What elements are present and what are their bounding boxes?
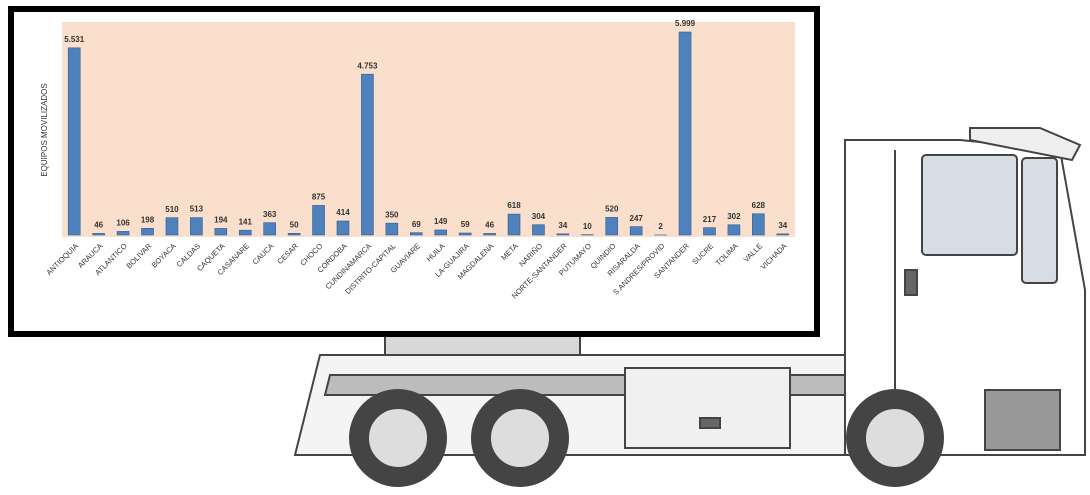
value-label: 247 [630, 214, 644, 223]
value-label: 149 [434, 217, 448, 226]
value-label: 34 [778, 221, 787, 230]
value-label: 141 [239, 217, 253, 226]
value-label: 628 [752, 201, 766, 210]
value-label: 350 [385, 210, 399, 219]
bar [409, 232, 423, 236]
value-label: 194 [214, 216, 228, 225]
bar [190, 217, 203, 236]
value-label: 4.753 [357, 61, 378, 70]
bar [458, 232, 472, 236]
value-label: 363 [263, 210, 277, 219]
value-label: 304 [532, 212, 546, 221]
door-handle [904, 269, 918, 296]
side-window [1021, 157, 1058, 284]
toolbox [624, 367, 791, 449]
value-label: 513 [190, 205, 204, 214]
bar [703, 227, 716, 236]
bar [116, 231, 130, 236]
bar [532, 224, 545, 236]
bar [92, 233, 105, 236]
value-label: 414 [336, 208, 350, 217]
value-label: 302 [727, 212, 741, 221]
value-label: 217 [703, 215, 717, 224]
value-label: 46 [485, 221, 494, 230]
bar [776, 233, 790, 236]
value-label: 10 [583, 222, 592, 231]
value-label: 875 [312, 193, 326, 202]
bar [165, 217, 179, 236]
bar [556, 233, 570, 236]
cab-window [921, 154, 1018, 256]
value-label: 59 [461, 220, 470, 229]
bar [678, 31, 692, 236]
bar [361, 73, 374, 236]
bar [336, 220, 350, 236]
value-label: 69 [412, 220, 421, 229]
bar [507, 213, 521, 236]
bar [752, 213, 765, 236]
plot-area [62, 22, 795, 237]
value-label: 510 [165, 205, 179, 214]
bar [483, 233, 496, 236]
value-label: 2 [658, 222, 663, 231]
toolbox-handle [699, 417, 721, 429]
value-label: 46 [94, 221, 103, 230]
step [984, 389, 1061, 451]
value-label: 50 [290, 220, 299, 229]
hub [864, 407, 926, 469]
truck [293, 127, 1086, 487]
value-label: 34 [558, 221, 567, 230]
bar [263, 222, 276, 236]
bar [238, 229, 252, 236]
bar [312, 205, 325, 236]
hub [489, 407, 551, 469]
y-axis-label: EQUIPOS MOVILIZADOS [40, 83, 49, 176]
value-label: 618 [507, 201, 521, 210]
bar [434, 229, 448, 236]
value-label: 106 [116, 219, 130, 228]
hub [367, 407, 429, 469]
bar [385, 222, 399, 236]
value-label: 5.531 [64, 35, 85, 44]
bar [141, 227, 154, 236]
value-label: 5.999 [675, 19, 696, 28]
value-label: 198 [141, 215, 155, 224]
bar [67, 47, 81, 236]
bar [287, 233, 301, 236]
bar [214, 228, 228, 236]
bar [605, 217, 619, 236]
cab-roof [969, 127, 1082, 162]
trailer-support [384, 334, 581, 356]
bar [727, 224, 741, 236]
value-label: 520 [605, 205, 619, 214]
hubs [367, 407, 926, 469]
bar [629, 226, 643, 236]
